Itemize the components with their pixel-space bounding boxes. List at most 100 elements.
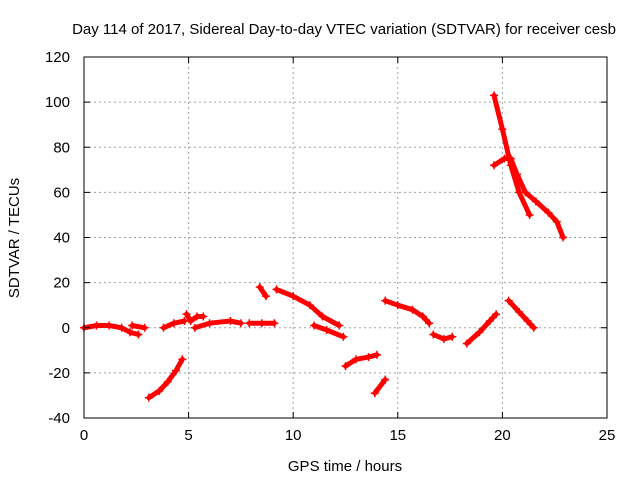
data-point-marker: [381, 296, 390, 305]
data-point-marker: [504, 296, 513, 305]
data-point-marker: [341, 362, 350, 371]
data-point-marker: [529, 323, 538, 332]
data-point-marker: [190, 323, 199, 332]
data-point-marker: [182, 310, 191, 319]
series-line: [146, 356, 185, 401]
series-arc-13: [381, 296, 434, 328]
data-point-marker: [172, 366, 181, 375]
series-line: [257, 284, 269, 299]
data-point-marker: [318, 312, 327, 321]
data-point-marker: [126, 328, 135, 337]
series-arc-4: [159, 316, 189, 332]
data-point-marker: [169, 319, 178, 328]
series-arc-18: [504, 296, 538, 332]
data-point-marker: [408, 305, 417, 314]
series-arc-6: [190, 316, 245, 332]
data-point-marker: [245, 319, 254, 328]
x-tick-label: 25: [599, 427, 616, 444]
series-arc-7: [245, 319, 279, 328]
data-point-marker: [140, 323, 149, 332]
series-line: [491, 92, 533, 218]
y-tick-label: 60: [53, 184, 70, 201]
series-arc-8: [255, 283, 271, 301]
series-line: [372, 377, 388, 396]
series-arc-11: [341, 350, 381, 371]
x-tick-label: 0: [80, 427, 88, 444]
chart-title: Day 114 of 2017, Sidereal Day-to-day VTE…: [72, 21, 616, 38]
series-arc-16: [490, 91, 534, 219]
data-point-marker: [257, 319, 266, 328]
data-point-marker: [475, 328, 484, 337]
data-point-marker: [236, 319, 245, 328]
axis-ticks: [83, 56, 608, 419]
data-point-marker: [381, 375, 390, 384]
data-point-marker: [418, 312, 427, 321]
series-arc-5: [182, 310, 208, 325]
data-point-marker: [335, 321, 344, 330]
data-point-marker: [226, 316, 235, 325]
data-point-marker: [144, 393, 153, 402]
y-tick-label: 40: [53, 230, 70, 247]
data-point-marker: [513, 170, 522, 179]
data-point-marker: [105, 321, 114, 330]
data-point-marker: [128, 321, 137, 330]
series-line: [192, 318, 244, 331]
data-point-marker: [531, 197, 540, 206]
data-point-marker: [523, 316, 532, 325]
data-point-marker: [364, 353, 373, 362]
data-point-marker: [559, 233, 568, 242]
series-line: [491, 156, 566, 240]
x-tick-label: 5: [184, 427, 192, 444]
data-point-marker: [506, 154, 515, 163]
data-point-marker: [429, 330, 438, 339]
data-point-marker: [163, 377, 172, 386]
y-tick-label: -40: [48, 410, 70, 427]
data-point-marker: [262, 292, 271, 301]
y-tick-label: 20: [53, 275, 70, 292]
data-point-marker: [272, 285, 281, 294]
data-point-marker: [310, 321, 319, 330]
series-line: [506, 298, 537, 331]
grid: [84, 57, 607, 418]
data-point-marker: [492, 310, 501, 319]
data-point-marker: [270, 319, 279, 328]
series-arc-2: [128, 321, 149, 332]
data-point-marker: [289, 292, 298, 301]
series-arc-10: [310, 321, 348, 341]
data-point-marker: [490, 91, 499, 100]
data-point-marker: [425, 319, 434, 328]
data-point-marker: [439, 335, 448, 344]
series-arc-15: [462, 310, 501, 348]
data-point-marker: [178, 355, 187, 364]
y-tick-label: -20: [48, 365, 70, 382]
data-point-marker: [544, 208, 553, 217]
data-point-marker: [205, 319, 214, 328]
y-tick-label: 0: [62, 320, 70, 337]
x-axis-label: GPS time / hours: [288, 458, 402, 475]
data-point-marker: [351, 355, 360, 364]
y-tick-labels: -40 -20 0 20 40 60 80 100 120: [45, 49, 70, 427]
y-tick-label: 120: [45, 49, 70, 66]
data-point-marker: [339, 332, 348, 341]
data-point-marker: [155, 386, 164, 395]
series-arc-17: [490, 154, 568, 242]
series-line: [274, 286, 342, 328]
series-arc-12: [370, 375, 390, 398]
y-tick-label: 100: [45, 94, 70, 111]
series-arc-9: [272, 285, 344, 330]
data-point-marker: [525, 210, 534, 219]
data-point-marker: [448, 332, 457, 341]
data-point-marker: [485, 316, 494, 325]
y-axis-label: SDTVAR / TECUs: [6, 178, 23, 298]
x-tick-label: 15: [389, 427, 406, 444]
x-tick-label: 10: [285, 427, 302, 444]
data-point-marker: [117, 323, 126, 332]
y-tick-label: 80: [53, 139, 70, 156]
x-tick-label: 20: [494, 427, 511, 444]
data-point-marker: [92, 321, 101, 330]
data-point-marker: [393, 301, 402, 310]
data-point-marker: [515, 307, 524, 316]
data-point-marker: [134, 330, 143, 339]
series-line: [464, 311, 499, 346]
